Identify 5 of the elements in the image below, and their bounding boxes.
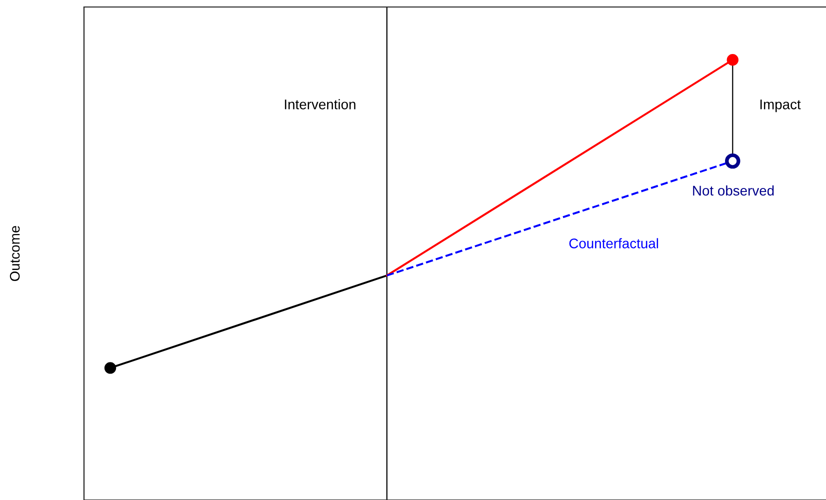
annotation: Intervention bbox=[284, 99, 356, 110]
annotation: Impact bbox=[760, 100, 801, 112]
annotation: Counterfactual bbox=[569, 238, 658, 248]
text: Outcome bbox=[10, 226, 20, 282]
annotation: Not observed bbox=[693, 185, 774, 196]
